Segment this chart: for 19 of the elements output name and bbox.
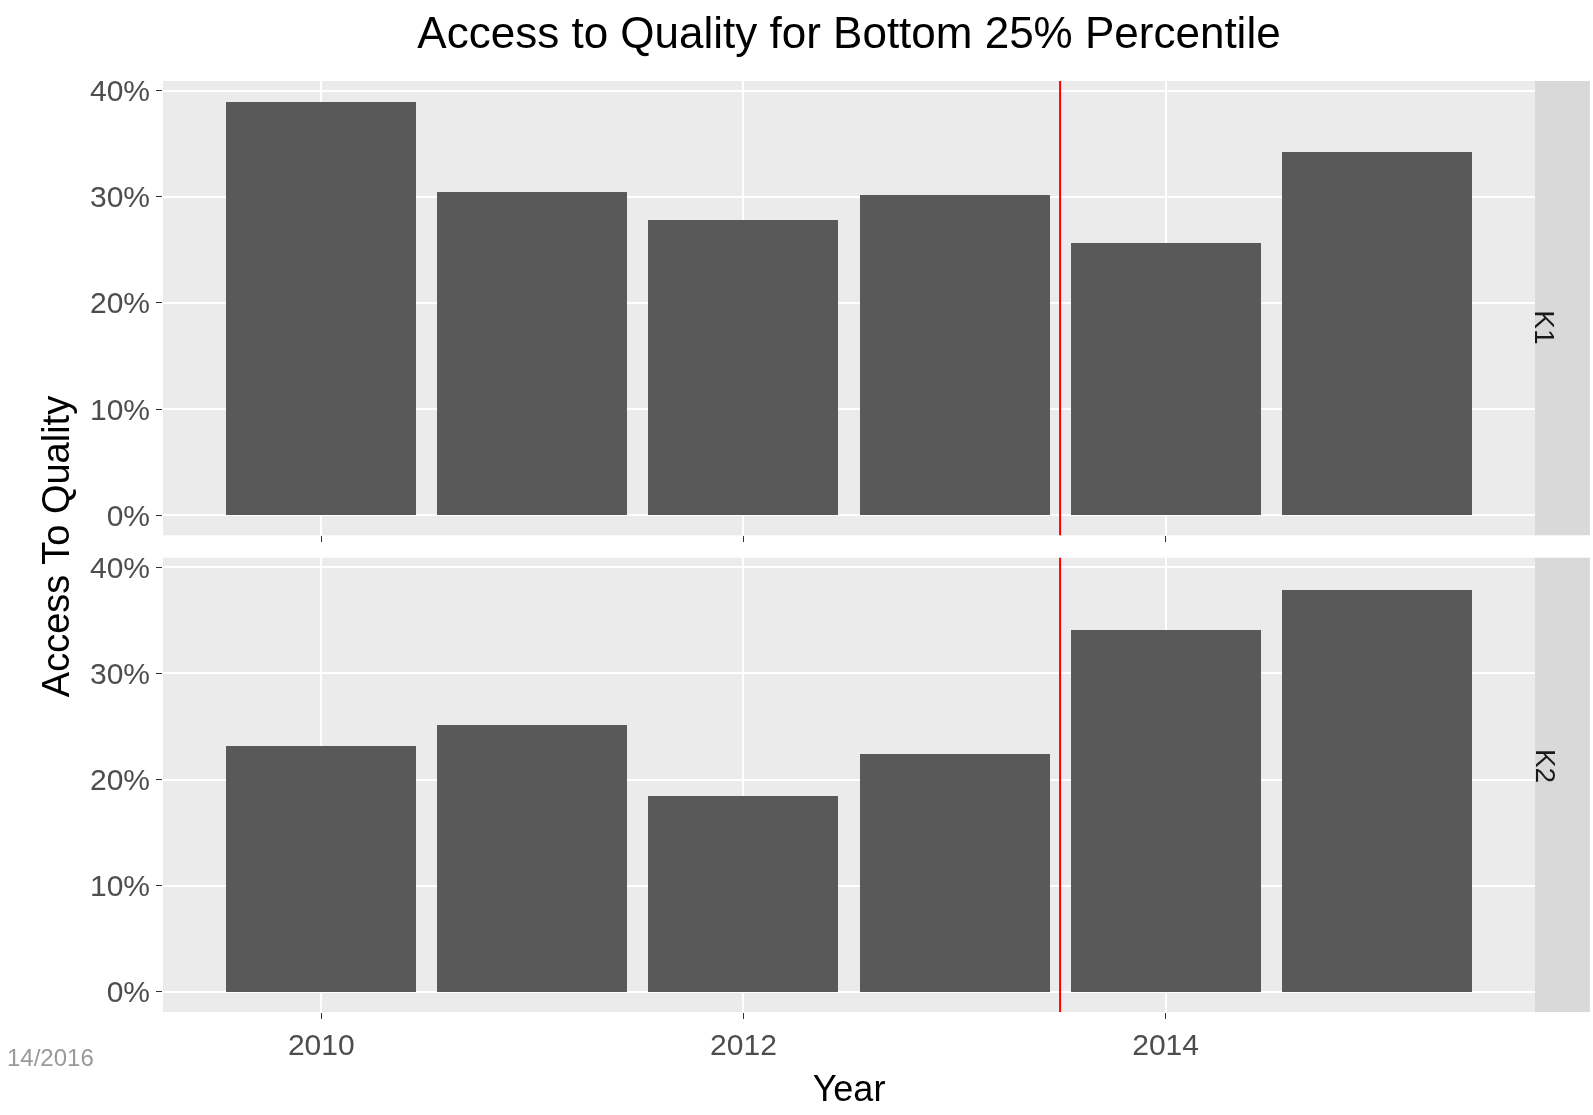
x-tick-label: 2010 bbox=[287, 1028, 355, 1061]
y-tick-label: 30% bbox=[89, 180, 150, 214]
annotation: K2 bbox=[1529, 748, 1561, 784]
y-tick-label: 10% bbox=[89, 392, 150, 426]
y-tick-label: 20% bbox=[89, 286, 150, 320]
chart-title: Access to Quality for Bottom 25% Percentile bbox=[417, 7, 1281, 57]
y-axis-title: Access To Quality bbox=[35, 395, 78, 698]
y-tick-label: 0% bbox=[106, 498, 150, 532]
annotation: K1 bbox=[1529, 310, 1561, 345]
x-axis-title: Year bbox=[812, 1067, 886, 1109]
y-tick-label: 0% bbox=[106, 975, 150, 1009]
text: 14/2016 bbox=[7, 1044, 94, 1071]
y-tick-label: 20% bbox=[89, 763, 150, 797]
y-tick-label: 30% bbox=[89, 656, 150, 690]
y-tick-label: 10% bbox=[89, 869, 150, 903]
x-tick-label: 2012 bbox=[710, 1028, 777, 1061]
x-tick-label: 2014 bbox=[1132, 1028, 1199, 1061]
y-tick-label: 40% bbox=[89, 550, 150, 584]
y-tick-label: 40% bbox=[89, 74, 150, 108]
